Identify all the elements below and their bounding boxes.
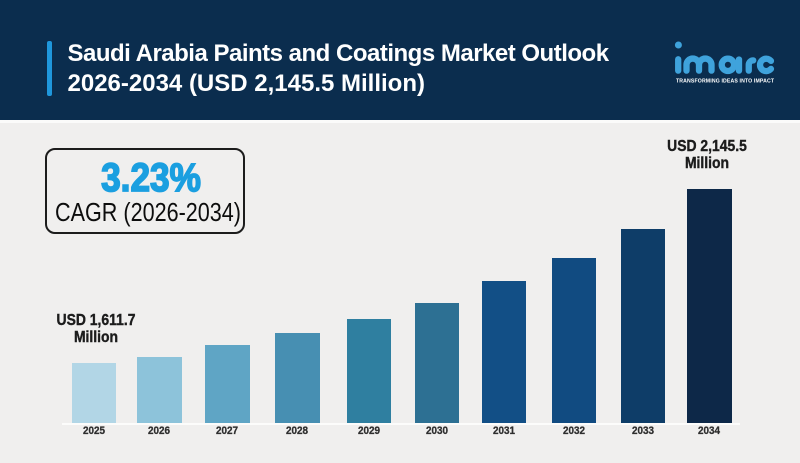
svg-text:TRANSFORMING IDEAS INTO IMPACT: TRANSFORMING IDEAS INTO IMPACT	[676, 79, 775, 85]
